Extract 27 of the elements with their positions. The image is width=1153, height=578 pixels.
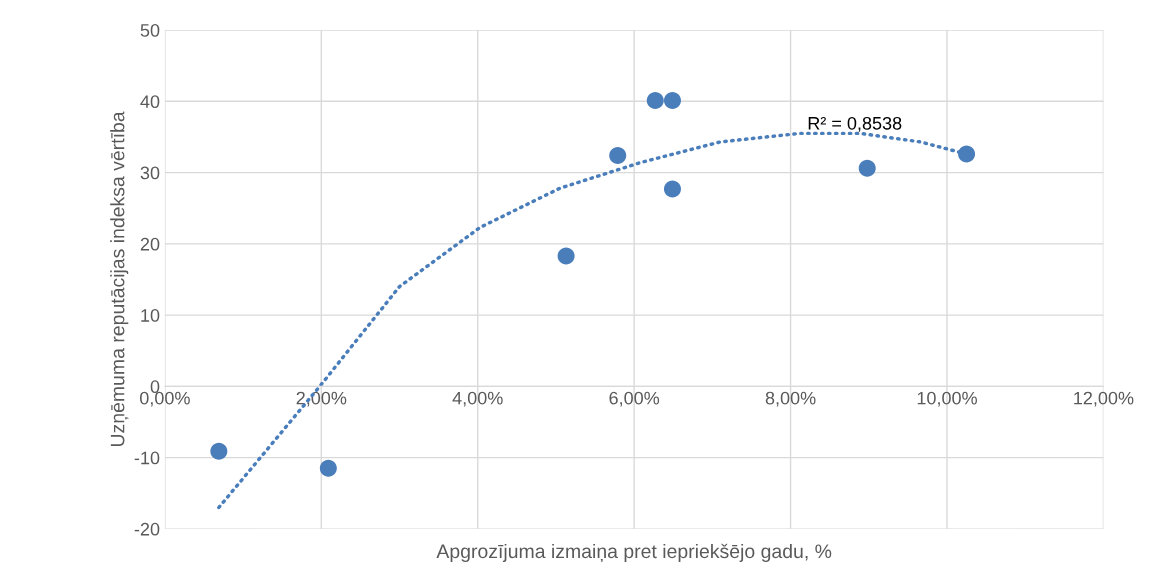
y-tick-label: -10 bbox=[134, 451, 160, 465]
x-tick-label: 4,00% bbox=[452, 391, 503, 407]
y-tick-label: -20 bbox=[134, 522, 160, 536]
point bbox=[958, 145, 976, 163]
annotation: R² = 0,8538 bbox=[808, 116, 902, 132]
y-tick-label: 0 bbox=[150, 380, 160, 394]
point bbox=[663, 92, 681, 110]
x-tick-label: 2,00% bbox=[296, 391, 347, 407]
y-tick-label: 10 bbox=[141, 309, 160, 322]
x-tick-label: 10,00% bbox=[917, 391, 977, 407]
y-tick-label: 20 bbox=[140, 237, 160, 251]
point bbox=[663, 180, 681, 198]
y-tick-label: 30 bbox=[140, 166, 160, 180]
y-tick-label: 40 bbox=[140, 95, 160, 109]
x-tick-label: 6,00% bbox=[609, 391, 660, 407]
x-tick-label: 12,00% bbox=[1074, 391, 1134, 407]
x-tick-label: 8,00% bbox=[765, 391, 816, 407]
point bbox=[609, 146, 627, 164]
y-tick-label: 50 bbox=[140, 23, 160, 37]
point bbox=[858, 159, 876, 177]
point bbox=[646, 92, 664, 110]
y-axis-title: Uzņēmuma reputācijas indeksa vērtība bbox=[110, 111, 129, 447]
point bbox=[319, 459, 337, 477]
point bbox=[557, 247, 575, 265]
x-tick-label: 0,00% bbox=[139, 391, 190, 407]
point bbox=[210, 442, 228, 460]
x-axis-title: Apgrozījuma izmaiņa pret iepriekšējo gadu, % bbox=[436, 543, 832, 563]
